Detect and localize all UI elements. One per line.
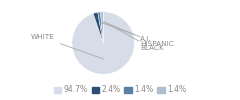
Legend: 94.7%, 2.4%, 1.4%, 1.4%: 94.7%, 2.4%, 1.4%, 1.4%	[51, 82, 189, 98]
Text: HISPANIC: HISPANIC	[103, 22, 174, 47]
Text: WHITE: WHITE	[31, 34, 103, 59]
Text: BLACK: BLACK	[105, 22, 164, 51]
Wedge shape	[98, 12, 103, 43]
Wedge shape	[93, 12, 103, 43]
Wedge shape	[72, 12, 134, 74]
Wedge shape	[101, 12, 103, 43]
Text: A.I.: A.I.	[100, 22, 151, 42]
